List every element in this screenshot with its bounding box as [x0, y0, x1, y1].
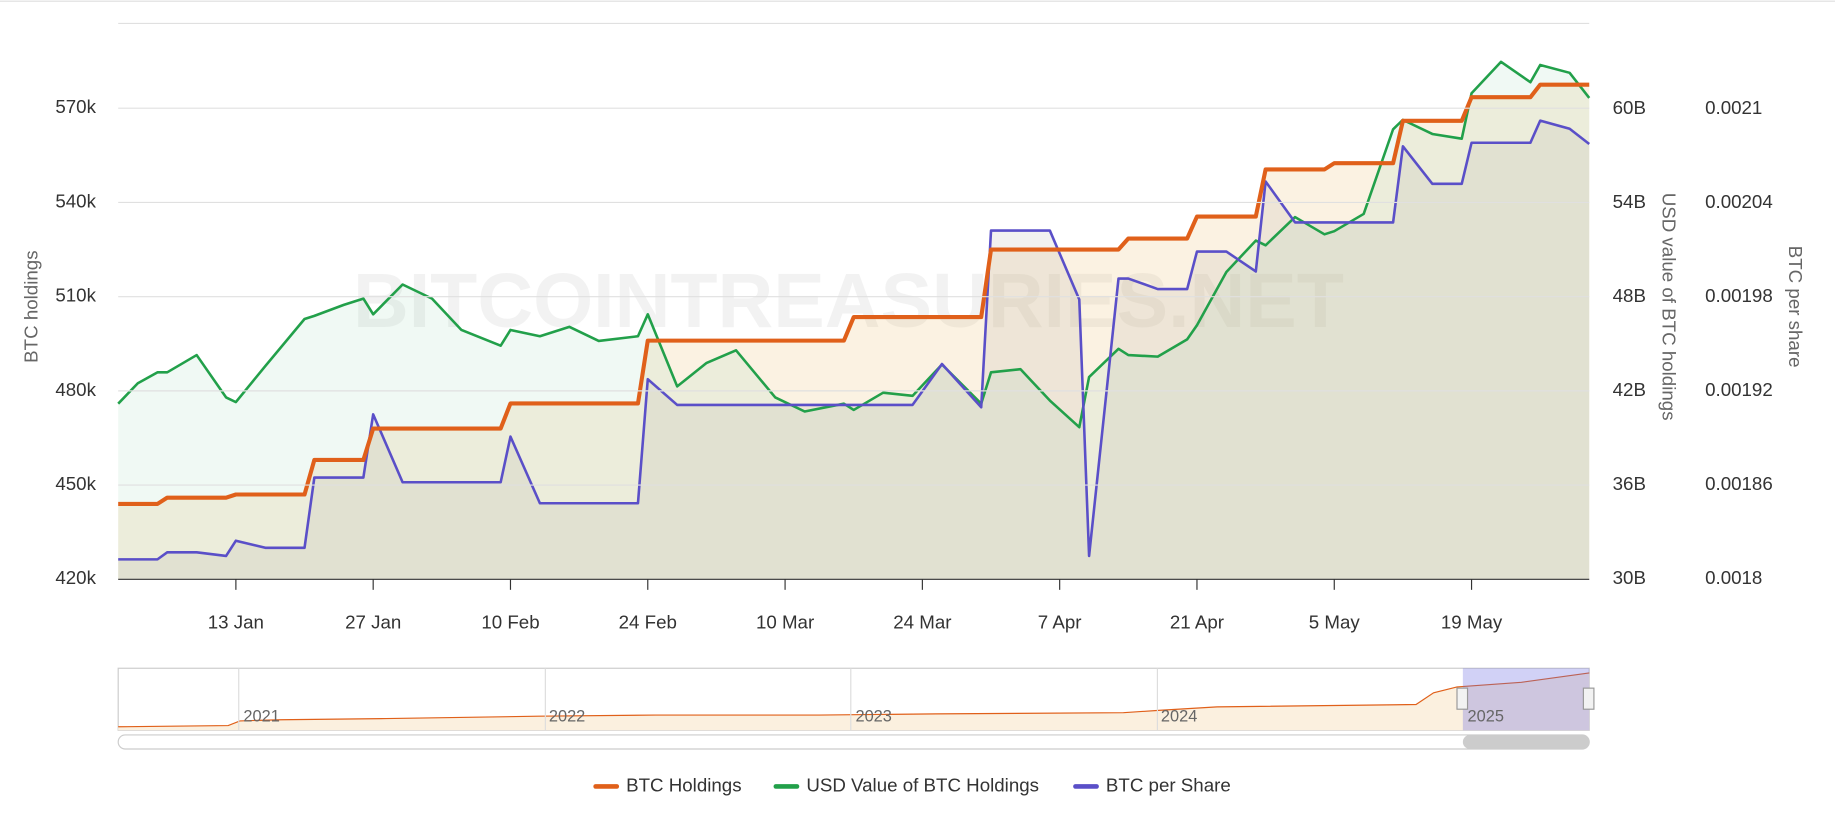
- y2-tick-label: 42B: [1613, 379, 1646, 400]
- y3-tick-label: 0.00204: [1705, 191, 1773, 212]
- x-tick-label: 13 Jan: [208, 612, 264, 633]
- y2-tick-label: 30B: [1613, 567, 1646, 588]
- y2-tick-label: 36B: [1613, 473, 1646, 494]
- x-tick-label: 21 Apr: [1170, 612, 1224, 633]
- navigator-label: 2022: [549, 708, 585, 726]
- y3-axis-title: BTC per share: [1785, 246, 1806, 368]
- y3-tick-label: 0.0018: [1705, 567, 1762, 588]
- area: [118, 61, 1590, 580]
- navigator[interactable]: 2021 2022 2023 2024 2025: [117, 667, 1595, 750]
- y-axis-title: BTC holdings: [21, 250, 42, 362]
- area: [118, 84, 1590, 580]
- area: [118, 120, 1590, 580]
- y2-tick-label: 48B: [1613, 285, 1646, 306]
- navigator-selection[interactable]: [1462, 668, 1590, 731]
- y-tick-label: 420k: [55, 567, 96, 588]
- x-tick-label: 19 May: [1441, 612, 1503, 633]
- y3-tick-label: 0.0021: [1705, 97, 1762, 118]
- y-tick-label: 450k: [55, 473, 96, 494]
- series-line: [118, 82, 1590, 506]
- series-line: [117, 60, 1591, 429]
- x-tick-label: 5 May: [1309, 612, 1361, 633]
- y-tick-label: 480k: [55, 379, 96, 400]
- x-tick-label: 10 Feb: [481, 612, 539, 633]
- scrollbar-track[interactable]: [117, 734, 1590, 750]
- x-tick-label: 7 Apr: [1038, 612, 1082, 633]
- legend-item[interactable]: USD Value of BTC Holdings: [773, 774, 1039, 795]
- legend-item[interactable]: BTC Holdings: [593, 774, 742, 795]
- scrollbar-thumb[interactable]: [1462, 734, 1590, 749]
- legend-label: USD Value of BTC Holdings: [806, 774, 1039, 795]
- navigator-label: 2023: [855, 708, 891, 726]
- navigator-label: 2024: [1161, 708, 1197, 726]
- x-tick-label: 24 Mar: [893, 612, 951, 633]
- y-tick-label: 570k: [55, 96, 96, 117]
- x-tick-label: 24 Feb: [619, 612, 677, 633]
- navigator-label: 2025: [1468, 708, 1504, 726]
- y3-tick-label: 0.00186: [1705, 473, 1773, 494]
- navigator-area: [118, 672, 1590, 731]
- y-tick-label: 510k: [55, 285, 96, 306]
- y3-tick-label: 0.00198: [1705, 285, 1773, 306]
- y2-tick-label: 60B: [1613, 97, 1646, 118]
- legend-item[interactable]: BTC per Share: [1073, 774, 1231, 795]
- legend-label: BTC Holdings: [626, 774, 741, 795]
- x-tick-label: 10 Mar: [756, 612, 814, 633]
- y3-tick-label: 0.00192: [1705, 379, 1773, 400]
- y-tick-label: 540k: [55, 190, 96, 211]
- y2-tick-label: 54B: [1613, 191, 1646, 212]
- navigator-handle[interactable]: [1456, 687, 1469, 710]
- x-tick-label: 27 Jan: [345, 612, 401, 633]
- navigator-label: 2021: [243, 708, 279, 726]
- navigator-handle[interactable]: [1582, 687, 1595, 710]
- navigator-line: [118, 672, 1590, 728]
- series-line: [118, 119, 1591, 561]
- y2-axis-title: USD value of BTC holdings: [1659, 193, 1680, 421]
- legend-label: BTC per Share: [1106, 774, 1231, 795]
